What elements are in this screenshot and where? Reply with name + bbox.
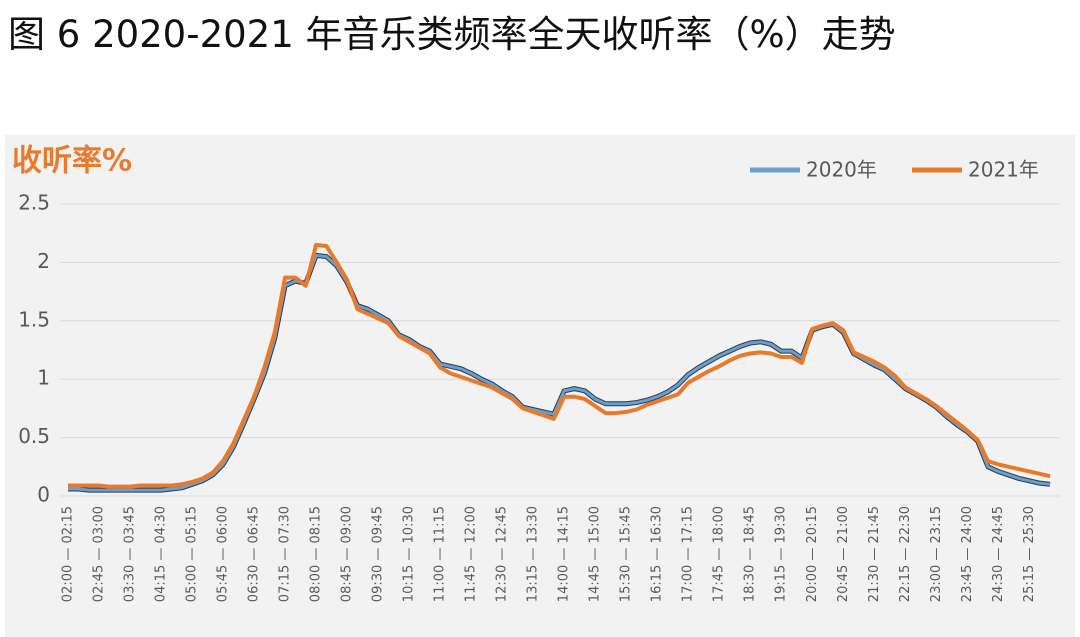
x-tick-label: 20:45 — 21:00 xyxy=(836,506,851,602)
x-tick-label: 05:00 — 05:15 xyxy=(185,506,200,602)
x-tick-label: 14:00 — 14:15 xyxy=(557,506,572,602)
x-tick-label: 15:30 — 15:45 xyxy=(619,506,634,602)
x-tick-label: 18:30 — 18:45 xyxy=(743,506,758,602)
legend-label: 2020年 xyxy=(806,158,877,182)
x-tick-label: 10:15 — 10:30 xyxy=(402,506,417,602)
y-tick-label: 1.5 xyxy=(18,307,50,331)
y-tick-label: 0 xyxy=(37,483,50,507)
x-tick-label: 24:30 — 24:45 xyxy=(991,506,1006,602)
x-tick-label: 19:15 — 19:30 xyxy=(774,506,789,602)
x-tick-label: 17:45 — 18:00 xyxy=(712,506,727,602)
x-tick-label: 02:00 — 02:15 xyxy=(61,506,76,602)
x-tick-label: 05:45 — 06:00 xyxy=(216,506,231,602)
x-tick-label: 16:15 — 16:30 xyxy=(650,506,665,602)
y-tick-label: 2.5 xyxy=(18,191,50,215)
x-tick-label: 21:30 — 21:45 xyxy=(867,506,882,602)
x-tick-label: 20:00 — 20:15 xyxy=(805,506,820,602)
legend-label: 2021年 xyxy=(968,158,1039,182)
x-tick-label: 04:15 — 04:30 xyxy=(154,506,169,602)
x-tick-label: 07:15 — 07:30 xyxy=(278,506,293,602)
y-tick-label: 0.5 xyxy=(18,424,50,448)
x-tick-label: 14:45 — 15:00 xyxy=(588,506,603,602)
chart-background xyxy=(5,135,1075,637)
x-tick-label: 23:00 — 23:15 xyxy=(929,506,944,602)
y-tick-label: 2 xyxy=(37,249,50,273)
x-tick-label: 22:15 — 22:30 xyxy=(898,506,913,602)
y-axis-label: 收听率% xyxy=(12,144,132,179)
x-tick-label: 13:15 — 13:30 xyxy=(526,506,541,602)
series-line xyxy=(68,242,1051,489)
x-tick-label: 06:30 — 06:45 xyxy=(247,506,262,602)
chart-title: 图 6 2020-2021 年音乐类频率全天收听率（%）走势 xyxy=(8,13,896,56)
x-tick-label: 11:00 — 11:15 xyxy=(433,506,448,602)
x-tick-label: 11:45 — 12:00 xyxy=(464,506,479,602)
x-tick-label: 02:45 — 03:00 xyxy=(92,506,107,602)
x-tick-label: 17:00 — 17:15 xyxy=(681,506,696,602)
x-tick-label: 08:45 — 09:00 xyxy=(340,506,355,602)
x-tick-label: 03:30 — 03:45 xyxy=(123,506,138,602)
x-tick-label: 09:30 — 09:45 xyxy=(371,506,386,602)
x-tick-label: 25:15 — 25:30 xyxy=(1022,506,1037,602)
x-tick-label: 08:00 — 08:15 xyxy=(309,506,324,602)
x-tick-label: 12:30 — 12:45 xyxy=(495,506,510,602)
y-tick-label: 1 xyxy=(37,366,50,390)
x-tick-label: 23:45 — 24:00 xyxy=(960,506,975,602)
